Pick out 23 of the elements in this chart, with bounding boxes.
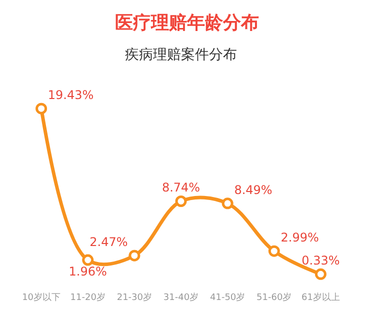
point — [268, 245, 280, 257]
x-tick-label: 10岁以下 — [22, 292, 61, 303]
x-tick-label: 31-40岁 — [163, 292, 199, 303]
data-label: 2.47% — [90, 234, 128, 249]
x-tick-label: 41-50岁 — [210, 292, 246, 303]
data-label: 0.33% — [302, 254, 340, 268]
point — [314, 268, 326, 280]
point — [82, 254, 94, 266]
x-tick-label: 61岁以上 — [301, 292, 340, 303]
x-tick-label: 21-30岁 — [116, 292, 152, 303]
x-tick-label: 11-20岁 — [70, 292, 106, 303]
chart-subtitle: 疾病理赔案件分布 — [125, 46, 237, 63]
data-label: 2.99% — [280, 230, 319, 244]
point — [222, 198, 234, 210]
data-label: 19.43% — [48, 88, 94, 102]
point — [175, 196, 187, 207]
data-label: 8.49% — [234, 182, 272, 197]
data-label: 1.96% — [68, 264, 107, 279]
chart-title: 医疗理赔年龄分布 — [115, 12, 259, 34]
data-label: 8.74% — [162, 180, 200, 195]
x-tick-label: 51-60岁 — [256, 292, 292, 303]
point — [128, 250, 140, 262]
point — [36, 102, 48, 114]
